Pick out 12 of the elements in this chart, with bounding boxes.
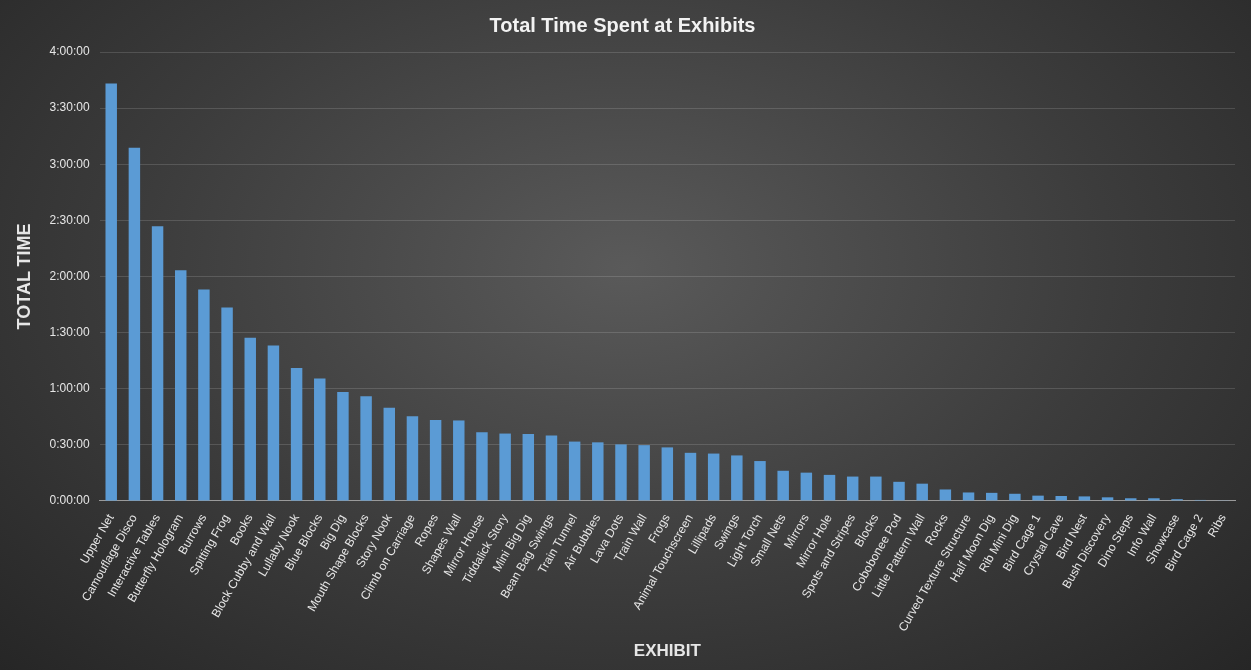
- y-tick-label: 2:00:00: [49, 268, 90, 283]
- y-tick-label: 1:30:00: [49, 324, 90, 339]
- x-axis-title: EXHIBIT: [633, 641, 702, 661]
- y-tick-label: 0:00:00: [49, 493, 90, 508]
- y-tick-label: 4:00:00: [49, 44, 90, 59]
- chart-title: Total Time Spent at Exhibits: [489, 13, 756, 36]
- y-axis-title: TOTAL TIME: [13, 223, 34, 330]
- y-tick-label: 1:00:00: [49, 380, 90, 395]
- y-tick-label: 0:30:00: [49, 437, 90, 452]
- y-tick-label: 2:30:00: [49, 212, 90, 227]
- y-tick-label: 3:00:00: [49, 156, 90, 171]
- y-tick-label: 3:30:00: [49, 100, 90, 115]
